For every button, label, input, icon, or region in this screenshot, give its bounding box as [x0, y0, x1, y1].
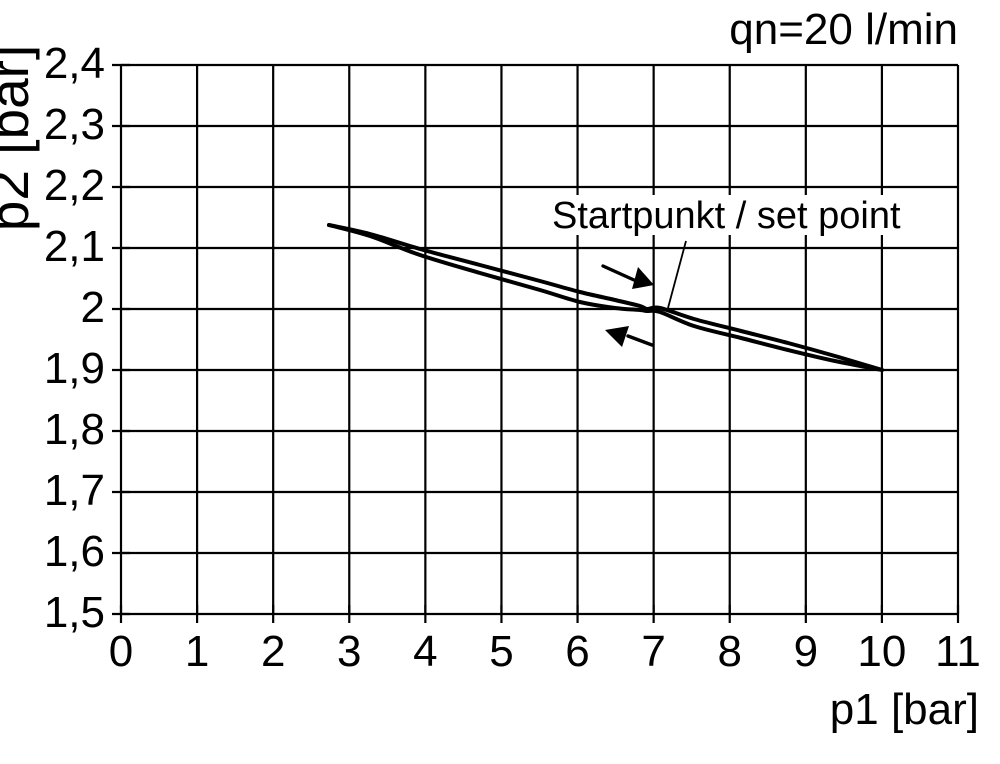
svg-text:1,8: 1,8 — [44, 405, 105, 454]
svg-text:5: 5 — [489, 627, 513, 676]
svg-text:6: 6 — [565, 627, 589, 676]
svg-text:0: 0 — [109, 627, 133, 676]
svg-text:4: 4 — [413, 627, 437, 676]
svg-text:1,9: 1,9 — [44, 344, 105, 393]
svg-text:7: 7 — [641, 627, 665, 676]
svg-text:11: 11 — [935, 627, 981, 676]
svg-text:2,1: 2,1 — [44, 222, 105, 271]
svg-text:p1 [bar]: p1 [bar] — [830, 685, 979, 734]
svg-text:1: 1 — [185, 627, 209, 676]
svg-text:1,5: 1,5 — [44, 588, 105, 637]
svg-text:8: 8 — [717, 627, 741, 676]
svg-text:Startpunkt / set point: Startpunkt / set point — [552, 195, 901, 237]
svg-text:2: 2 — [81, 283, 105, 332]
svg-text:3: 3 — [337, 627, 361, 676]
svg-text:2,4: 2,4 — [44, 39, 105, 88]
svg-text:9: 9 — [794, 627, 818, 676]
svg-text:1,6: 1,6 — [44, 527, 105, 576]
svg-text:2,2: 2,2 — [44, 161, 105, 210]
svg-text:2,3: 2,3 — [44, 100, 105, 149]
svg-text:1,7: 1,7 — [44, 466, 105, 515]
svg-text:2: 2 — [261, 627, 285, 676]
svg-text:qn=20 l/min: qn=20 l/min — [729, 5, 958, 54]
svg-text:p2 [bar]: p2 [bar] — [0, 45, 40, 232]
svg-text:10: 10 — [857, 627, 906, 676]
